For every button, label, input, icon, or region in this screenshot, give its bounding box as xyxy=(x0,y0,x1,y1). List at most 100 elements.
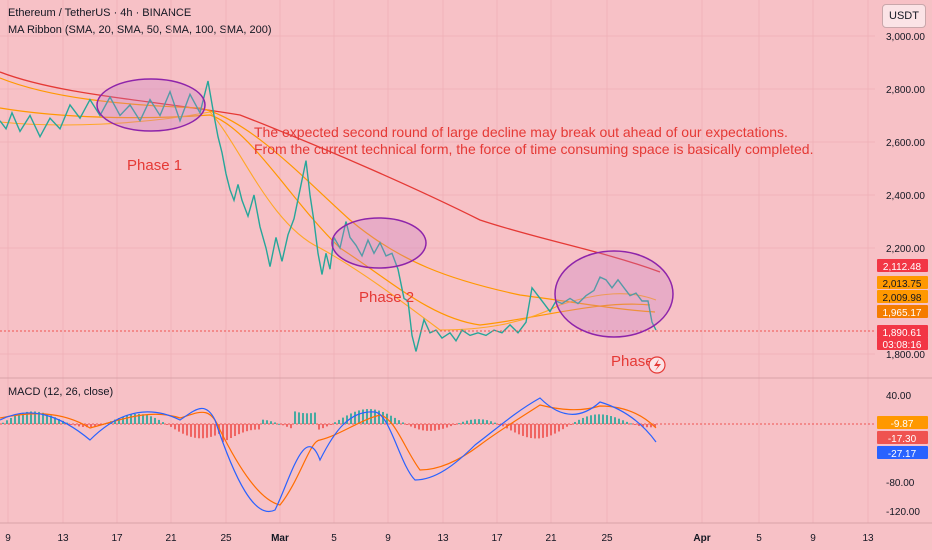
macd-title[interactable]: MACD (12, 26, close) xyxy=(8,386,113,398)
macd-histogram-bar xyxy=(526,424,528,438)
macd-histogram-bar xyxy=(402,422,404,424)
macd-histogram-bar xyxy=(570,424,572,425)
macd-histogram-bar xyxy=(262,419,264,424)
macd-histogram-bar xyxy=(154,417,156,424)
macd-histogram-bar xyxy=(190,424,192,437)
macd-histogram-bar xyxy=(226,424,228,441)
macd-histogram-bar xyxy=(126,415,128,424)
macd-histogram-bar xyxy=(522,424,524,436)
macd-histogram-bar xyxy=(94,424,96,427)
macd-histogram-bar xyxy=(342,417,344,424)
phase1-ellipse xyxy=(96,78,206,132)
note-line-1: The expected second round of large decli… xyxy=(254,124,788,140)
macd-histogram-bar xyxy=(286,424,288,427)
time-tick-label: 21 xyxy=(545,533,557,544)
time-tick-label: 17 xyxy=(111,533,123,544)
macd-histogram-bar xyxy=(346,415,348,424)
macd-badges: -9.87 -17.30 -27.17 xyxy=(877,416,928,460)
macd-histogram-bar xyxy=(6,420,8,424)
macd-histogram-bar xyxy=(534,424,536,439)
macd-histogram-bar xyxy=(314,412,316,424)
macd-histogram-bar xyxy=(466,420,468,424)
symbol-title: Ethereum / TetherUS · 4h · BINANCE xyxy=(8,7,192,19)
currency-button[interactable]: USDT xyxy=(882,4,926,28)
macd-histogram-bar xyxy=(410,424,412,427)
price-badge xyxy=(877,305,928,318)
time-tick-label: 25 xyxy=(601,533,613,544)
time-tick-label: 9 xyxy=(810,533,816,544)
macd-histogram-bar xyxy=(358,410,360,424)
macd-histogram-bar xyxy=(74,424,76,426)
macd-histogram-bar xyxy=(490,421,492,424)
macd-histogram-bar xyxy=(90,424,92,427)
macd-histogram-bar xyxy=(642,424,644,427)
price-badge xyxy=(877,276,928,289)
macd-histogram-bar xyxy=(610,416,612,424)
macd-histogram-bar xyxy=(602,414,604,424)
macd-badge xyxy=(877,446,928,459)
macd-histogram-bar xyxy=(42,412,44,424)
price-tick-label: 2,200.00 xyxy=(886,244,925,255)
phase1-label: Phase 1 xyxy=(127,157,182,174)
macd-histogram-bar xyxy=(618,418,620,424)
signal-line xyxy=(0,404,657,506)
macd-histogram-bar xyxy=(554,424,556,434)
macd-histogram-bar xyxy=(158,419,160,424)
sma20-line xyxy=(0,111,657,331)
macd-histogram-bar xyxy=(266,420,268,424)
macd-histogram-bar xyxy=(238,424,240,435)
macd-histogram-bar xyxy=(518,424,520,435)
macd-histogram-bar xyxy=(214,424,216,436)
macd-histogram-bar xyxy=(210,424,212,437)
macd-histogram-bar xyxy=(294,411,296,424)
price-badge-label: 1,965.17 xyxy=(883,308,922,319)
macd-tick-label: 40.00 xyxy=(886,391,911,402)
indicator-legend[interactable]: MA Ribbon (SMA, 20, SMA, 50, SMA, 100, S… xyxy=(8,24,272,36)
macd-histogram-bar xyxy=(82,424,84,427)
price-badge-label: 2,013.75 xyxy=(883,279,922,290)
macd-histogram-bar xyxy=(242,424,244,433)
price-badge xyxy=(877,325,928,338)
macd-histogram-bar xyxy=(302,413,304,424)
macd-histogram-bar xyxy=(162,422,164,424)
macd-tick-label: -80.00 xyxy=(886,478,915,489)
macd-histogram-bar xyxy=(650,424,652,428)
lightning-icon[interactable] xyxy=(648,356,666,374)
price-tick-label: 2,400.00 xyxy=(886,191,925,202)
grid xyxy=(0,0,875,523)
macd-histogram-bar xyxy=(322,424,324,429)
time-tick-label: 5 xyxy=(331,533,337,544)
macd-histogram-bar xyxy=(426,424,428,431)
price-badge xyxy=(877,337,928,350)
macd-histogram-bar xyxy=(398,420,400,424)
macd-histogram-bar xyxy=(246,424,248,432)
macd-tick-label: -120.00 xyxy=(886,507,920,518)
macd-histogram-bar xyxy=(454,424,456,425)
macd-histogram-bar xyxy=(378,410,380,424)
macd-histogram-bar xyxy=(622,420,624,424)
macd-badge-label: -17.30 xyxy=(888,434,917,445)
macd-histogram-bar xyxy=(278,423,280,425)
macd-histogram-bar xyxy=(370,409,372,424)
macd-histogram-bar xyxy=(530,424,532,439)
macd-histogram-bar xyxy=(306,413,308,424)
macd-histogram-bar xyxy=(38,411,40,424)
macd-histogram-bar xyxy=(198,424,200,439)
price-badge-label: 03:08:16 xyxy=(883,340,922,351)
macd-histogram-bar xyxy=(574,421,576,424)
macd-histogram-bar xyxy=(330,424,332,425)
macd-histogram-bar xyxy=(630,423,632,425)
macd-histogram-bar xyxy=(550,424,552,436)
macd-histogram-bar xyxy=(326,424,328,427)
price-badge-label: 2,009.98 xyxy=(883,293,922,304)
macd-histogram-bar xyxy=(502,424,504,427)
macd-histogram-bar xyxy=(66,422,68,424)
macd-histogram-bar xyxy=(566,424,568,427)
macd-histogram-bar xyxy=(462,421,464,424)
macd-histogram-bar xyxy=(14,415,16,424)
macd-histogram-bar xyxy=(446,424,448,428)
macd-histogram-bar xyxy=(406,424,408,425)
time-axis: 9 13 17 21 25 Mar 5 9 13 17 21 25 Apr 5 9 13 xyxy=(5,533,874,544)
macd-histogram-bar xyxy=(586,416,588,424)
